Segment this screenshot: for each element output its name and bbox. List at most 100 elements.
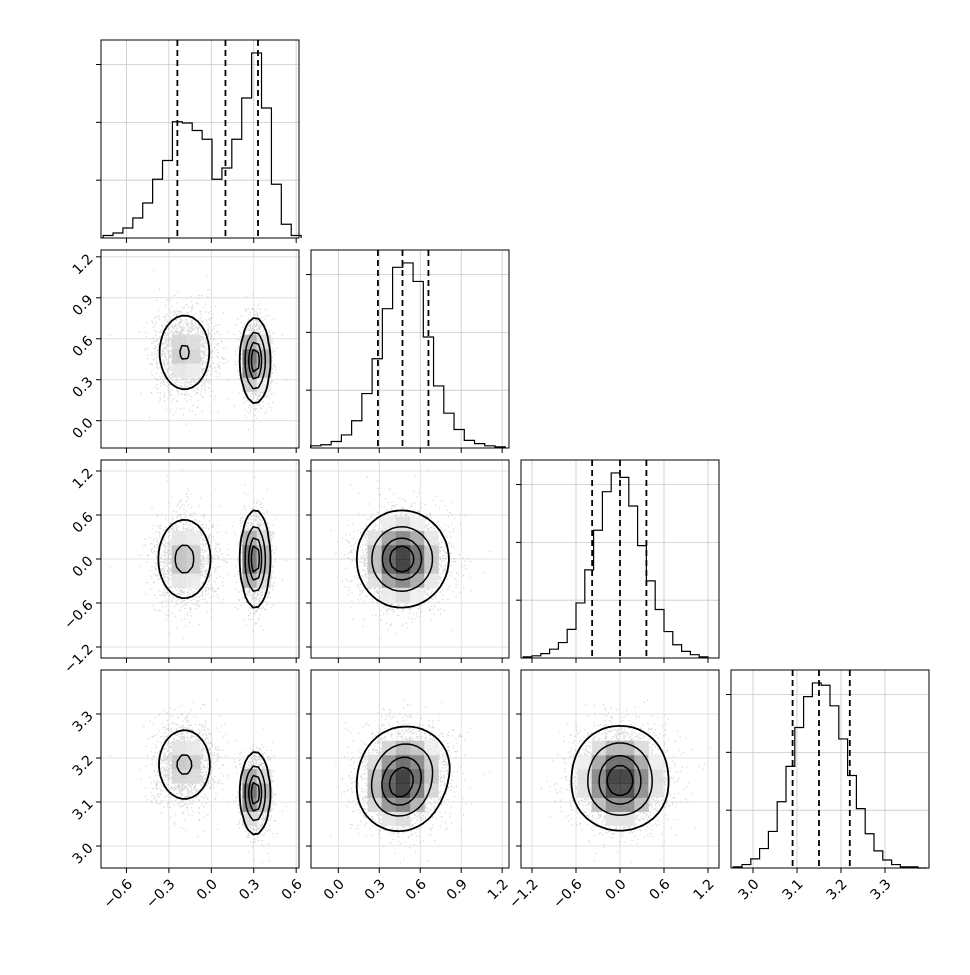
y-tick-label: 0.0 [70, 415, 97, 442]
contour-line [176, 754, 267, 822]
x-tick-label: 0.9 [444, 876, 471, 903]
density-cell [367, 573, 383, 588]
contour-line [250, 348, 260, 373]
density-cell [171, 334, 187, 350]
hist-panel-3 [516, 459, 720, 663]
density-cell [634, 797, 649, 812]
density-panel-3-4 [516, 669, 720, 873]
histogram-step-line [732, 682, 927, 869]
density-cell [185, 530, 201, 546]
density-panel-1-3 [96, 459, 300, 663]
density-cell [410, 587, 425, 602]
y-tick-label: 1.2 [70, 465, 97, 492]
density-cell [171, 349, 187, 364]
density-cell [171, 559, 187, 574]
density-cell [171, 530, 187, 546]
x-tick-label: 0.6 [647, 876, 674, 903]
contour-line [247, 341, 263, 380]
density-cell [410, 797, 425, 812]
density-panel-2-3 [306, 459, 510, 663]
x-tick-label: −0.6 [101, 876, 136, 911]
density-cell [634, 740, 649, 756]
density-cell [381, 754, 397, 770]
contour-line [158, 729, 272, 836]
density-cell [620, 811, 635, 827]
density-cell [367, 530, 383, 546]
y-tick-label: 3.0 [70, 840, 97, 867]
panel-frame [310, 669, 510, 869]
hist-panel-2 [306, 249, 510, 453]
panel-frame [520, 459, 720, 659]
x-tick-label: 0.6 [279, 876, 306, 903]
density-cell [395, 544, 411, 560]
density-cell [591, 797, 607, 812]
contour-line [157, 509, 272, 609]
x-tick-label: 0.0 [194, 876, 221, 903]
x-tick-label: 1.2 [691, 876, 718, 903]
contour-line [356, 509, 450, 609]
x-tick-label: 0.0 [321, 876, 348, 903]
density-cell [577, 769, 593, 784]
panel-frame [310, 459, 510, 659]
density-cell [367, 544, 383, 560]
panel-frame [100, 669, 300, 869]
x-tick-label: 3.1 [780, 876, 807, 903]
contour-line [179, 331, 267, 390]
y-tick-label: −0.6 [61, 597, 96, 632]
density-cell [381, 516, 397, 532]
contour-line [388, 766, 414, 798]
density-cell [185, 573, 201, 588]
contour-line [587, 742, 653, 816]
contour-line [158, 314, 272, 404]
density-cell [381, 587, 397, 602]
contour-line [250, 781, 260, 805]
density-panel-1-2 [96, 249, 300, 453]
density-cell [185, 334, 201, 350]
density-panel-1-4 [96, 669, 300, 873]
density-cell [424, 530, 439, 546]
y-tick-label: 3.3 [70, 708, 97, 735]
histogram-step-line [522, 472, 709, 658]
x-tick-label: 3.3 [868, 876, 895, 903]
contour-line [247, 537, 263, 581]
density-cell [395, 740, 411, 756]
density-cell [410, 573, 425, 588]
density-cell [242, 783, 258, 798]
density-cell [410, 530, 425, 546]
density-cell [648, 754, 663, 770]
density-cell [171, 754, 187, 770]
density-cell [171, 769, 187, 784]
x-tick-label: −1.2 [506, 876, 541, 911]
contour-line [381, 756, 422, 806]
x-tick-label: −0.3 [143, 876, 178, 911]
y-tick-label: 1.2 [70, 251, 97, 278]
density-cell [171, 363, 187, 378]
density-cell [367, 769, 383, 784]
contour-line [174, 526, 267, 592]
contour-line [371, 526, 434, 592]
density-cell [185, 740, 201, 756]
panel-frame [520, 669, 720, 869]
density-cell [395, 516, 411, 532]
hist-panel-1 [96, 39, 302, 243]
contour-line [389, 545, 415, 573]
density-cell [367, 797, 383, 812]
x-tick-label: 0.3 [236, 876, 263, 903]
density-cell [395, 587, 411, 602]
density-cell [424, 769, 439, 784]
density-panel-2-4 [306, 669, 510, 873]
density-cell [410, 783, 425, 798]
density-cell [577, 754, 593, 770]
y-tick-label: 3.2 [70, 752, 97, 779]
contour-line [381, 537, 423, 581]
y-tick-label: 0.0 [70, 553, 97, 580]
histogram-step-line [310, 262, 506, 448]
contour-line [570, 725, 670, 832]
contour-line [598, 755, 642, 805]
x-tick-label: 3.0 [736, 876, 763, 903]
y-tick-label: 0.3 [70, 374, 97, 401]
density-cell [171, 573, 187, 588]
y-tick-label: 0.6 [70, 333, 97, 360]
